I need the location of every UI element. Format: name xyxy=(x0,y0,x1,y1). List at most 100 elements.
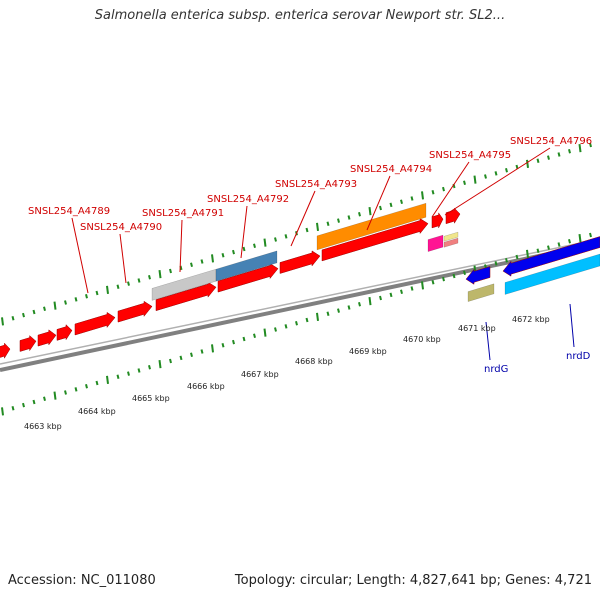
lower-tick xyxy=(400,289,403,294)
upper-tick xyxy=(536,158,540,163)
lower-tick xyxy=(463,270,466,276)
gene-leader-line xyxy=(119,233,127,284)
upper-tick xyxy=(43,306,46,312)
upper-tick xyxy=(358,212,361,217)
lower-tick xyxy=(169,358,172,364)
forward-cds-arrow xyxy=(0,342,11,360)
lower-tick xyxy=(505,257,508,263)
gene-label-nrdg: nrdG xyxy=(484,364,508,375)
kbp-tick-label: 4669 kbp xyxy=(349,347,387,356)
cog-bar-steelblue xyxy=(215,250,278,282)
upper-tick xyxy=(505,167,508,173)
upper-tick xyxy=(589,142,592,148)
reverse-cds-arrow xyxy=(465,266,491,285)
upper-tick xyxy=(169,268,172,274)
topology-summary: Topology: circular; Length: 4,827,641 bp… xyxy=(234,573,592,588)
upper-tick xyxy=(305,227,309,233)
lower-tick xyxy=(200,349,204,354)
upper-tick xyxy=(232,249,235,255)
lower-tick xyxy=(337,308,340,313)
forward-cds-arrow xyxy=(74,311,116,336)
lower-tick xyxy=(43,396,46,402)
lower-tick xyxy=(211,344,214,353)
upper-tick xyxy=(578,144,582,153)
upper-tick xyxy=(368,207,372,216)
forward-cds-arrow xyxy=(445,207,461,225)
cog-bar-cyan xyxy=(504,253,600,295)
accession-text: Accession: NC_011080 xyxy=(8,573,156,588)
lower-tick xyxy=(358,302,361,307)
lower-tick xyxy=(232,339,235,345)
gene-leader-line xyxy=(444,147,551,216)
lower-tick xyxy=(137,368,141,373)
gene-leader-line xyxy=(431,161,470,218)
gene-label-snsl254_a4794: SNSL254_A4794 xyxy=(350,164,432,175)
upper-tick xyxy=(95,290,99,296)
upper-tick xyxy=(442,186,445,192)
gene-label-snsl254_a4791: SNSL254_A4791 xyxy=(142,208,224,219)
lower-tick xyxy=(190,352,193,357)
lower-tick xyxy=(578,234,582,243)
gene-label-snsl254_a4789: SNSL254_A4789 xyxy=(28,206,110,217)
upper-tick xyxy=(253,243,256,249)
cog-bar-khaki xyxy=(443,231,459,242)
forward-cds-arrow xyxy=(155,281,217,312)
upper-tick xyxy=(316,222,319,232)
upper-tick xyxy=(148,275,151,280)
upper-tick xyxy=(400,199,403,204)
cog-bar-olive xyxy=(467,283,495,302)
lower-tick xyxy=(326,311,330,316)
upper-tick xyxy=(190,262,193,267)
gene-leader-line xyxy=(240,205,248,259)
kbp-tick-label: 4663 kbp xyxy=(24,422,62,431)
lower-tick xyxy=(536,248,540,253)
backbone-line xyxy=(0,241,600,372)
gene-leader-line xyxy=(71,217,89,294)
lower-tick xyxy=(221,343,225,348)
lower-tick xyxy=(64,390,67,395)
lower-tick xyxy=(53,391,57,400)
upper-tick xyxy=(547,155,550,160)
gene-label-snsl254_a4790: SNSL254_A4790 xyxy=(80,222,162,233)
upper-tick xyxy=(64,300,67,305)
upper-tick xyxy=(137,278,141,283)
upper-tick xyxy=(473,175,477,184)
upper-tick xyxy=(22,312,25,318)
lower-tick xyxy=(305,317,309,323)
kbp-tick-label: 4670 kbp xyxy=(403,335,441,344)
gene-label-snsl254_a4795: SNSL254_A4795 xyxy=(429,150,511,161)
lower-tick xyxy=(11,406,15,411)
upper-tick xyxy=(337,218,340,223)
gene-leader-line xyxy=(366,175,391,231)
upper-tick xyxy=(242,246,246,252)
forward-cds-arrow xyxy=(56,324,73,341)
upper-tick xyxy=(11,316,15,321)
lower-tick xyxy=(284,324,288,329)
upper-tick xyxy=(158,270,162,279)
cog-bar-orange xyxy=(316,202,427,251)
lower-tick xyxy=(568,239,571,244)
upper-tick xyxy=(389,202,393,208)
kbp-tick-label: 4664 kbp xyxy=(78,407,116,416)
kbp-tick-label: 4671 kbp xyxy=(458,324,496,333)
upper-tick xyxy=(431,190,435,195)
kbp-tick-label: 4667 kbp xyxy=(241,370,279,379)
lower-tick xyxy=(589,232,592,238)
gene-label-nrdd: nrdD xyxy=(566,351,591,362)
forward-cds-arrow xyxy=(431,212,444,229)
lower-tick xyxy=(379,295,382,301)
lower-tick xyxy=(74,387,78,392)
forward-cds-arrow xyxy=(117,300,153,323)
gene-label-snsl254_a4793: SNSL254_A4793 xyxy=(275,179,357,190)
upper-tick xyxy=(85,293,88,299)
lower-tick xyxy=(106,375,109,385)
upper-tick xyxy=(274,237,277,242)
upper-tick xyxy=(32,309,36,315)
upper-tick xyxy=(494,171,498,176)
upper-tick xyxy=(74,297,78,302)
gene-label-snsl254_a4792: SNSL254_A4792 xyxy=(207,194,289,205)
lower-tick xyxy=(421,281,424,290)
forward-cds-arrow xyxy=(19,335,37,352)
lower-tick xyxy=(22,402,25,408)
